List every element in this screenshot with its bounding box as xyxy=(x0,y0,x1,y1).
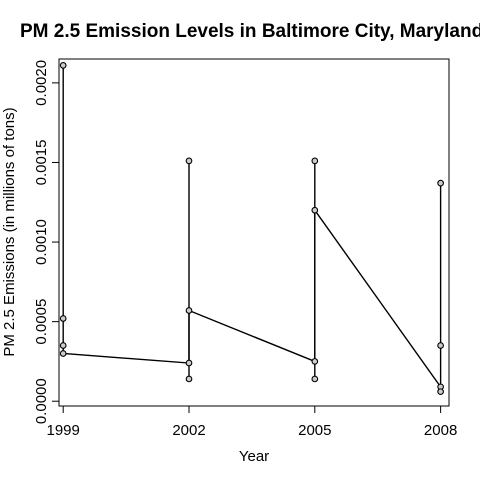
data-point xyxy=(59,342,67,349)
trend-line-group xyxy=(63,208,442,388)
chart-title: PM 2.5 Emission Levels in Baltimore City… xyxy=(20,21,480,42)
y-tick-label: 0.0005 xyxy=(33,299,50,345)
x-tick-label: 2008 xyxy=(424,422,457,439)
data-point xyxy=(437,388,444,396)
data-point xyxy=(59,62,67,69)
x-tick-label: 2002 xyxy=(172,422,205,439)
data-point xyxy=(311,206,319,214)
y-tick-label: 0.0000 xyxy=(33,378,50,424)
y-tick-label: 0.0010 xyxy=(33,219,50,265)
data-point xyxy=(311,157,319,165)
y-axis-label: PM 2.5 Emissions (in millions of tons) xyxy=(1,107,18,356)
x-axis: 1999 2002 2005 2008 xyxy=(47,406,457,439)
x-tick-label: 2005 xyxy=(298,422,331,439)
y-tick-label: 0.0020 xyxy=(33,60,50,106)
x-tick-label: 1999 xyxy=(47,422,80,439)
data-point xyxy=(311,358,319,365)
data-point xyxy=(185,375,193,383)
plot-area xyxy=(58,58,450,407)
y-axis: 0.0000 0.0005 0.0010 0.0015 0.0020 xyxy=(33,60,59,424)
vertical-segments xyxy=(62,65,442,392)
data-point xyxy=(185,307,193,314)
y-tick-label: 0.0015 xyxy=(33,140,50,186)
data-point xyxy=(59,315,67,322)
data-point xyxy=(311,375,319,383)
data-point xyxy=(185,157,193,165)
trend-line xyxy=(63,208,442,388)
data-point xyxy=(437,342,444,349)
data-points xyxy=(59,62,444,396)
x-axis-label: Year xyxy=(239,448,269,465)
data-point xyxy=(437,179,444,187)
data-point xyxy=(59,350,67,357)
data-point xyxy=(185,359,193,367)
